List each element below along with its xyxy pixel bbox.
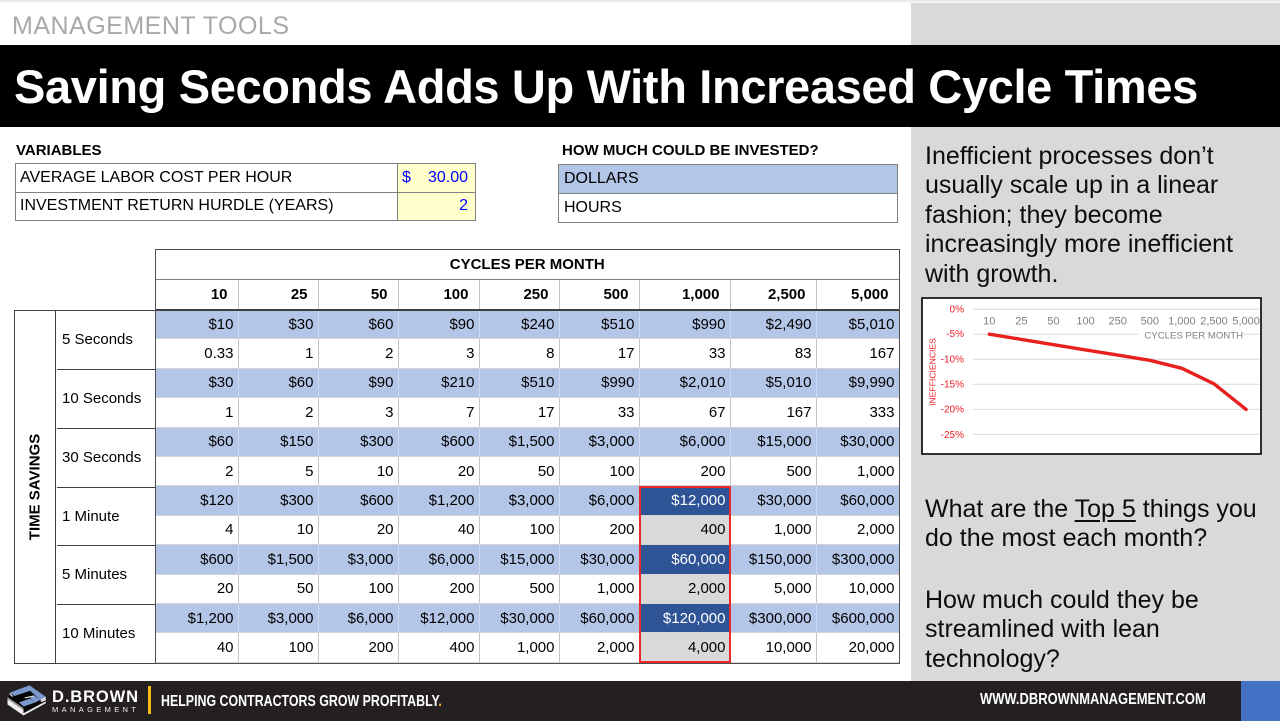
svg-text:25: 25	[1015, 316, 1027, 328]
svg-text:100: 100	[1076, 316, 1094, 328]
svg-text:-10%: -10%	[941, 354, 964, 365]
svg-text:0%: 0%	[950, 305, 965, 316]
svg-text:250: 250	[1109, 316, 1127, 328]
svg-text:500: 500	[1141, 316, 1159, 328]
svg-text:INEFFICIENCIES: INEFFICIENCIES	[928, 338, 938, 406]
svg-text:2,500: 2,500	[1200, 316, 1228, 328]
svg-text:10: 10	[983, 316, 995, 328]
svg-text:50: 50	[1047, 316, 1059, 328]
svg-text:5,000: 5,000	[1232, 316, 1260, 328]
svg-text:-5%: -5%	[946, 329, 964, 340]
svg-text:1,000: 1,000	[1168, 316, 1196, 328]
svg-text:CYCLES PER MONTH: CYCLES PER MONTH	[1144, 331, 1243, 342]
svg-text:-15%: -15%	[941, 380, 964, 391]
svg-text:-25%: -25%	[941, 430, 964, 441]
svg-text:-20%: -20%	[941, 405, 964, 416]
